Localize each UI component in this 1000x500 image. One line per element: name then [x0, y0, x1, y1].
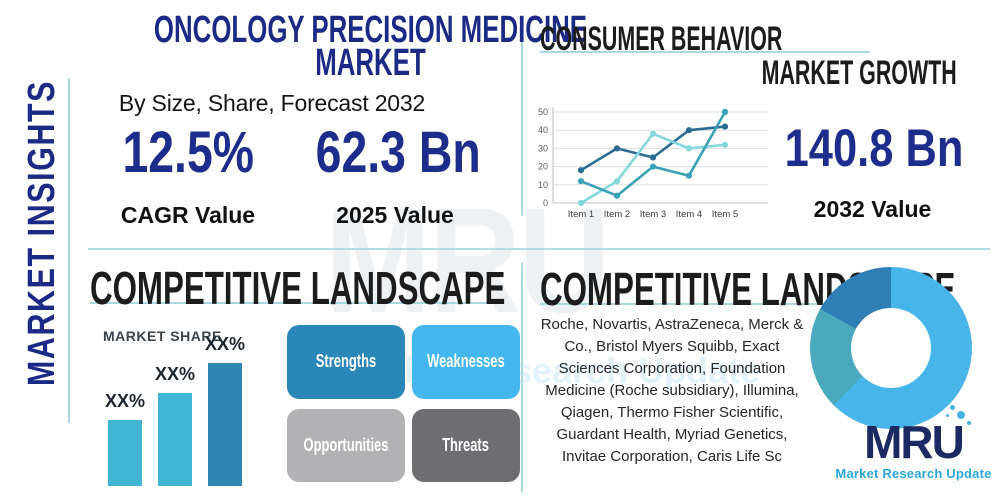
competitive-landscape-right-underline: [540, 303, 818, 305]
line-light-cyan-series: [577, 130, 729, 207]
value-2032-text: 140.8 Bn: [784, 119, 964, 178]
mru-logo: MRU Market Research Update: [826, 405, 1000, 481]
page-title-line2: MARKET: [315, 42, 426, 84]
value-2025-label: 2025 Value: [336, 202, 454, 228]
donut-chart: [810, 267, 972, 429]
mru-logo-letters: MRU: [864, 416, 965, 468]
swot-opportunities-label: Opportunities: [303, 434, 389, 455]
cagr-stat: 12.5% CAGR Value: [88, 124, 288, 229]
value-2032-stat: 140.8 Bn 2032 Value: [765, 120, 980, 223]
bar-value-label: XX%: [204, 334, 246, 354]
data-point: [577, 167, 585, 174]
y-tick-label: 30: [538, 143, 548, 153]
data-point: [613, 178, 621, 185]
background-watermark-logo: MRU: [325, 176, 610, 344]
title-block: ONCOLOGY PRECISION MEDICINE MARKET By Si…: [52, 11, 587, 117]
background-watermark-tagline: Market Research Update: [340, 350, 761, 391]
bar-value-label: XX%: [154, 364, 196, 384]
data-point: [685, 145, 693, 152]
swot-weaknesses-label: Weaknesses: [427, 351, 505, 372]
data-point: [577, 178, 585, 185]
swot-weaknesses-cell: Weaknesses: [412, 325, 520, 399]
data-point: [685, 127, 693, 134]
page-subtitle: By Size, Share, Forecast 2032: [118, 90, 426, 116]
market-insights-vertical-label: MARKET INSIGHTS: [21, 79, 63, 386]
data-point: [721, 123, 729, 130]
page-title-line1: ONCOLOGY PRECISION MEDICINE: [153, 9, 588, 51]
consumer-behavior-underline: [540, 51, 870, 53]
data-point: [613, 192, 621, 199]
swot-strengths-label: Strengths: [315, 351, 377, 372]
y-tick-label: 20: [538, 162, 548, 172]
value-2032: 140.8 Bn: [765, 120, 980, 191]
value-2025-stat: 62.3 Bn 2025 Value: [295, 124, 495, 229]
logo-splash-dot-icon: [966, 421, 971, 425]
series-line: [579, 110, 727, 197]
x-tick-label: Item 5: [712, 209, 738, 220]
market-share-bar-group: XX%: [104, 391, 146, 486]
data-point: [721, 141, 729, 148]
logo-splash-dot-icon: [945, 414, 949, 417]
line-teal-series: [577, 108, 729, 199]
left-vertical-divider: [68, 78, 70, 423]
market-share-bar-chart: XX% XX% XX%: [104, 334, 245, 486]
x-tick-label: Item 3: [640, 209, 666, 220]
swot-grid: Strengths Weaknesses Opportunities Threa…: [287, 325, 520, 482]
competitive-landscape-left-heading: COMPETITIVE LANDSCAPE: [90, 262, 506, 314]
y-tick-label: 40: [538, 125, 548, 135]
page-title: ONCOLOGY PRECISION MEDICINE MARKET: [154, 11, 587, 82]
market-share-bar-group: XX%: [154, 364, 196, 486]
top-right-vertical-divider: [521, 18, 523, 216]
market-growth-line-chart: 0 10 20 30 40 50 Item 1 Item 2 Item 3 Item 4 Item …: [538, 107, 768, 220]
line-dark-blue-series: [577, 123, 729, 174]
data-point: [721, 108, 729, 116]
market-share-bar: [208, 363, 242, 486]
x-tick-label: Item 4: [676, 209, 702, 220]
data-point: [649, 163, 657, 170]
y-tick-label: 10: [538, 180, 548, 190]
y-tick-label: 0: [543, 198, 548, 208]
swot-strengths-cell: Strengths: [287, 325, 405, 399]
market-share-label: MARKET SHARE: [103, 328, 222, 344]
cagr-label: CAGR Value: [120, 202, 256, 228]
mru-logo-text: MRU: [864, 405, 971, 468]
x-tick-label: Item 1: [568, 209, 594, 220]
market-share-bar-group: XX%: [204, 334, 246, 486]
market-share-bar: [158, 393, 192, 486]
data-point: [613, 145, 621, 152]
value-2025: 62.3 Bn: [295, 124, 495, 197]
bottom-right-vertical-divider: [521, 262, 523, 492]
market-share-bar: [108, 420, 142, 486]
x-tick-label: Item 2: [604, 209, 630, 220]
market-growth-heading: MARKET GROWTH: [761, 54, 957, 92]
value-2032-label: 2032 Value: [813, 196, 932, 222]
value-2025-text: 62.3 Bn: [315, 120, 481, 185]
cagr-value: 12.5%: [88, 124, 288, 197]
data-point: [685, 172, 693, 179]
logo-splash-dot-icon: [949, 405, 955, 410]
competitive-landscape-left-underline: [90, 302, 500, 304]
company-list: Roche, Novartis, AstraZeneca, Merck & Co…: [540, 316, 804, 465]
consumer-behavior-heading: CONSUMER BEHAVIOR: [540, 20, 783, 58]
data-point: [649, 154, 657, 161]
data-point: [577, 199, 585, 207]
mru-logo-tagline: Market Research Update: [835, 466, 992, 481]
y-tick-label: 50: [538, 107, 548, 117]
logo-splash-dot-icon: [956, 411, 965, 419]
data-point: [649, 130, 657, 137]
bar-value-label: XX%: [104, 391, 146, 411]
swot-opportunities-cell: Opportunities: [287, 408, 405, 482]
cagr-value-text: 12.5%: [122, 120, 254, 185]
horizontal-divider: [88, 248, 990, 250]
swot-threats-cell: Threats: [412, 408, 520, 482]
swot-threats-label: Threats: [442, 434, 490, 455]
